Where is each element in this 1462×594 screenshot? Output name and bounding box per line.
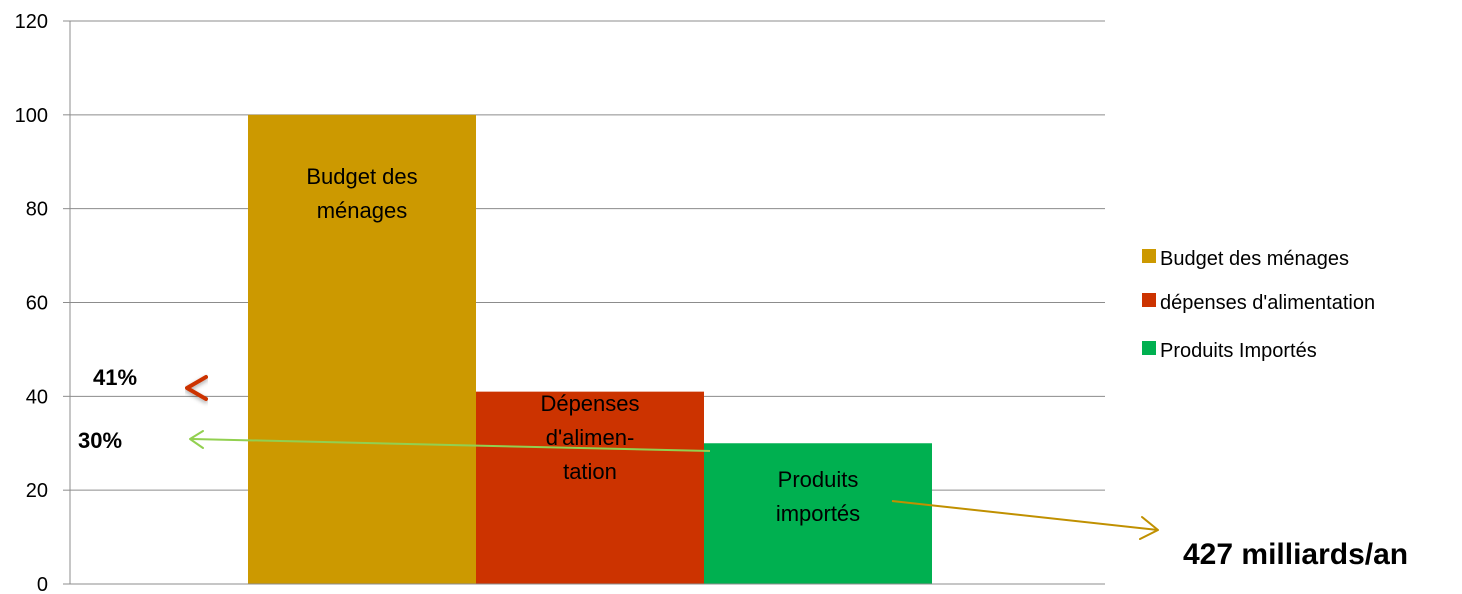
gridlines xyxy=(70,20,1105,491)
bars: Budget des ménages Dépenses d'alimen-tation… xyxy=(248,114,932,584)
y-tick-label: 100 xyxy=(15,105,48,127)
bar-data-label: ménages xyxy=(317,198,408,223)
bar-data-label: Produits xyxy=(778,467,859,492)
bar xyxy=(704,443,932,584)
arrow-amount-line xyxy=(891,500,1159,531)
legend: Budget des ménages dépenses d'alimentatio… xyxy=(1142,248,1375,362)
bar-data-label: Dépenses xyxy=(540,391,639,416)
y-tick-label: 80 xyxy=(26,199,48,221)
annotation-amount: 427 milliards/an xyxy=(1183,538,1408,571)
y-tick-label: 120 xyxy=(15,11,48,33)
y-tick-label: 20 xyxy=(26,480,48,502)
legend-swatch xyxy=(1142,249,1156,263)
arrow-30-head xyxy=(189,430,204,449)
y-tick-label: 40 xyxy=(26,386,48,408)
arrow-41-head xyxy=(185,375,208,401)
bar-data-label: tation xyxy=(563,459,617,484)
bar-data-label: Budget des xyxy=(306,164,417,189)
y-tick-label: 60 xyxy=(26,293,48,315)
bar xyxy=(476,391,704,584)
arrow-amount-head xyxy=(1139,516,1159,540)
annotation-30-percent: 30% xyxy=(78,428,122,453)
legend-entry: Budget des ménages xyxy=(1160,248,1349,270)
y-axis: 0 20 40 60 80 100 120 xyxy=(15,11,1105,594)
bar-data-label: d'alimen- xyxy=(546,425,635,450)
legend-swatch xyxy=(1142,293,1156,307)
legend-entry: Produits Importés xyxy=(1160,340,1317,362)
y-tick-label: 0 xyxy=(37,574,48,594)
annotations: 41% 30% 427 milliards/an xyxy=(78,365,1408,571)
legend-swatch xyxy=(1142,341,1156,355)
bar xyxy=(248,114,476,584)
annotation-41-percent: 41% xyxy=(93,365,137,390)
bar-data-label: importés xyxy=(776,501,860,526)
legend-entry: dépenses d'alimentation xyxy=(1160,292,1375,314)
arrow-30-line xyxy=(191,438,711,452)
